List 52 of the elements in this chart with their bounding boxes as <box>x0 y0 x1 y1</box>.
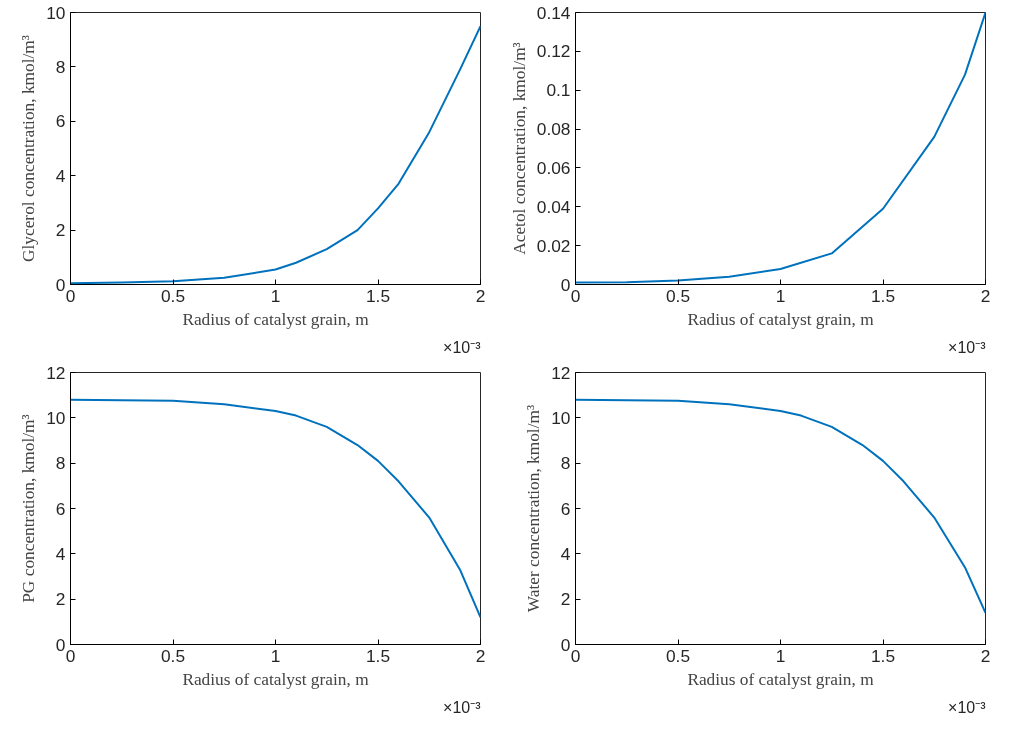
y-tick-label: 4 <box>55 543 66 564</box>
y-tick-label: 10 <box>46 407 66 428</box>
x-tick-label: 0.5 <box>665 645 691 666</box>
x-tick-label: 0.5 <box>665 285 691 306</box>
x-axis-title: Radius of catalyst grain, m <box>182 309 370 329</box>
text: ×10⁻³ <box>443 698 482 716</box>
y-tick-label: 8 <box>55 453 66 474</box>
y-tick-label: 12 <box>46 362 66 383</box>
y-tick-label: 2 <box>55 589 66 610</box>
y-tick-label: 6 <box>55 111 66 132</box>
y-tick-label: 0.1 <box>546 80 571 101</box>
x-tick-label: 1.5 <box>870 645 896 666</box>
x-tick-label: 1.5 <box>870 285 896 306</box>
y-tick-label: 0.08 <box>536 119 571 140</box>
y-tick-label: 2 <box>55 220 66 241</box>
y-axis-title: Acetol concentration, kmol/m³ <box>509 42 529 255</box>
x-tick-label: 1 <box>270 645 281 666</box>
x-tick-label: 1 <box>775 285 786 306</box>
y-tick-label: 4 <box>560 543 571 564</box>
x-tick-label: 1 <box>270 285 281 306</box>
y-tick-label: 8 <box>560 453 571 474</box>
y-tick-label: 0.06 <box>536 157 571 178</box>
y-axis-title: PG concentration, kmol/m³ <box>19 414 39 603</box>
y-tick-label: 2 <box>560 589 571 610</box>
x-axis-title: Radius of catalyst grain, m <box>182 669 370 689</box>
y-tick-label: 10 <box>46 2 66 23</box>
x-axis-title: Radius of catalyst grain, m <box>687 309 875 329</box>
text: ×10⁻³ <box>948 338 987 356</box>
x-tick-label: 2 <box>980 285 991 306</box>
text: ×10⁻³ <box>948 698 987 716</box>
x-tick-label: 1.5 <box>365 645 391 666</box>
x-tick-label: 0.5 <box>160 645 186 666</box>
y-tick-label: 0.14 <box>536 2 571 23</box>
x-tick-label: 0.5 <box>160 285 186 306</box>
y-tick-label: 4 <box>55 165 66 186</box>
y-tick-label: 8 <box>55 56 66 77</box>
y-axis-title: Glycerol concentration, kmol/m³ <box>19 34 39 263</box>
y-tick-label: 0.04 <box>536 196 571 217</box>
x-tick-label: 2 <box>475 645 486 666</box>
x-tick-label: 2 <box>475 285 486 306</box>
y-tick-label: 0.12 <box>536 41 571 62</box>
y-tick-label: 0.02 <box>536 235 571 256</box>
y-tick-label: 6 <box>560 498 571 519</box>
x-tick-label: 1.5 <box>365 285 391 306</box>
y-tick-label: 12 <box>551 362 571 383</box>
text: ×10⁻³ <box>443 338 482 356</box>
y-axis-title: Water concentration, kmol/m³ <box>524 404 544 613</box>
x-axis-title: Radius of catalyst grain, m <box>687 669 875 689</box>
y-tick-label: 10 <box>551 407 571 428</box>
x-tick-label: 2 <box>980 645 991 666</box>
y-tick-label: 6 <box>55 498 66 519</box>
x-tick-label: 1 <box>775 645 786 666</box>
